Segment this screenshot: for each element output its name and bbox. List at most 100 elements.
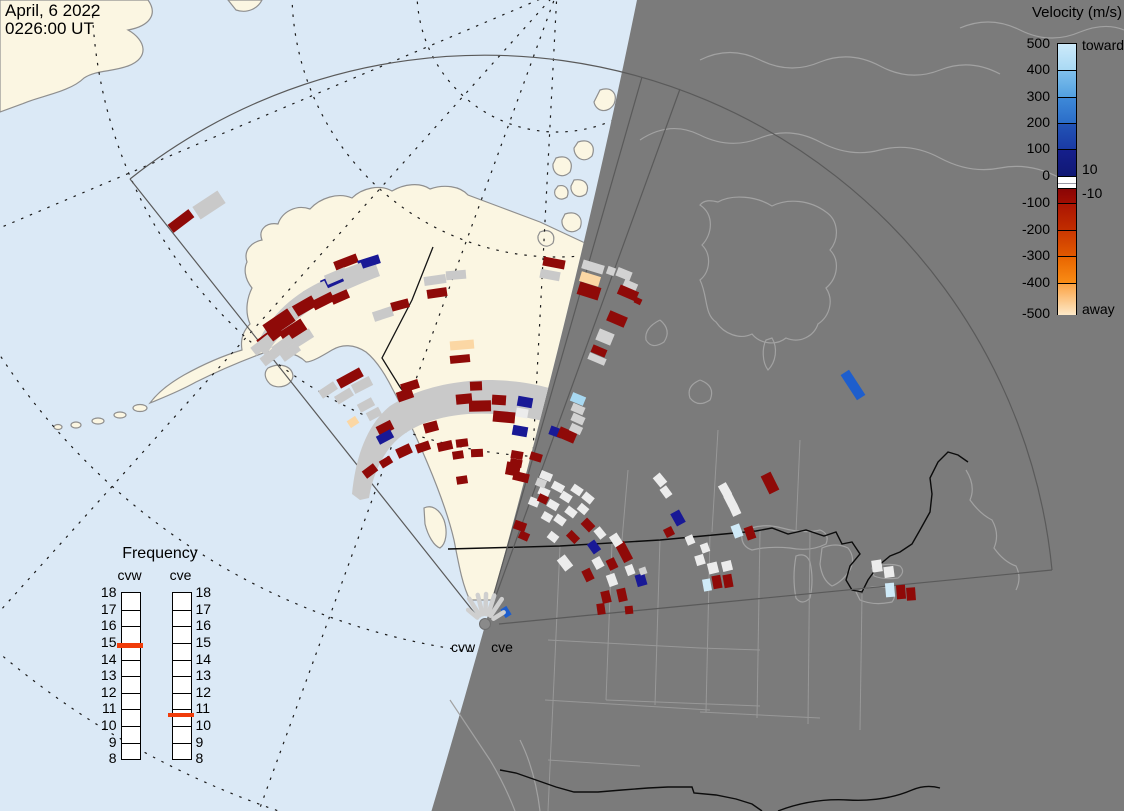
echo-cell xyxy=(449,339,475,351)
frequency-tick-label: 18 xyxy=(100,584,117,600)
echo-cell xyxy=(539,268,561,282)
echo-cell xyxy=(414,440,432,454)
echo-cell xyxy=(591,556,605,570)
fov-edge-cvw-right xyxy=(488,76,643,612)
frequency-tick xyxy=(121,676,140,678)
echo-cell xyxy=(455,438,469,448)
james-bay-outline xyxy=(762,337,777,371)
colorbar-segment xyxy=(1058,70,1076,98)
gulf-coast xyxy=(777,785,941,811)
echo-cell xyxy=(310,291,336,311)
echo-cell xyxy=(375,429,395,445)
echo-cell xyxy=(500,605,512,619)
echo-cell xyxy=(581,259,605,275)
us-mexico-border xyxy=(499,769,763,811)
echo-cell xyxy=(468,400,492,412)
radar-streak xyxy=(475,592,485,617)
echo-cell xyxy=(510,449,524,461)
echo-cell xyxy=(378,455,394,469)
echo-cell xyxy=(291,328,315,348)
echo-cell xyxy=(556,426,578,444)
echo-cell xyxy=(581,491,595,505)
echo-cell xyxy=(451,450,465,460)
frequency-tick-label: 15 xyxy=(195,633,212,650)
echo-cell xyxy=(638,566,648,576)
echo-cell xyxy=(390,298,410,312)
echo-cell xyxy=(455,475,469,485)
frequency-tick-label: 8 xyxy=(108,750,117,767)
radar-echo-cells xyxy=(167,190,916,619)
time-label: 0226:00 UT xyxy=(5,19,94,38)
echo-cell xyxy=(346,415,360,429)
colorbar-threshold-label: 10 xyxy=(1082,161,1098,177)
frequency-tick-label: 16 xyxy=(100,617,117,634)
radar-streak xyxy=(483,591,489,617)
state-lines xyxy=(544,429,863,811)
radar-near-range-streaks xyxy=(465,591,506,621)
echo-cell xyxy=(670,509,686,527)
aleutian-island xyxy=(132,403,148,413)
echo-cell xyxy=(711,574,723,590)
echo-cell xyxy=(593,526,607,540)
velocity-colorbar: Velocity (m/s) 500 400 300 200 100 0 -100 -200 -… xyxy=(1000,4,1124,334)
frequency-legend: Frequency cvw 18 17 16 15 14 13 12 11 10 9 8 cve 18 17… xyxy=(85,545,235,775)
echo-cell xyxy=(587,352,607,366)
frequency-tick-label: 16 xyxy=(195,617,212,634)
echo-cell xyxy=(570,402,586,416)
echo-cell xyxy=(350,375,374,395)
colorbar-segment xyxy=(1058,229,1076,257)
lake-superior-outline xyxy=(741,525,828,551)
echo-cell xyxy=(550,480,566,494)
echo-cell xyxy=(624,605,634,615)
arctic-island xyxy=(573,140,594,161)
echo-cell xyxy=(302,280,330,302)
echo-cell xyxy=(624,563,636,577)
echo-cell xyxy=(576,281,602,301)
frequency-tick xyxy=(121,659,140,661)
arctic-island xyxy=(554,185,569,200)
echo-cell xyxy=(590,344,608,358)
echo-cell xyxy=(491,394,507,406)
radar-streak xyxy=(488,596,505,618)
echo-cell xyxy=(395,387,415,403)
echo-cell xyxy=(699,542,711,554)
frequency-value-marker-cvw xyxy=(116,643,143,648)
frequency-tick xyxy=(172,609,191,611)
outlines-night xyxy=(449,21,1124,811)
echo-cell xyxy=(605,557,619,571)
hudson-bay-outline xyxy=(699,196,837,344)
frequency-tick xyxy=(121,726,140,728)
radar-streak xyxy=(465,607,480,620)
echo-cell xyxy=(400,379,420,393)
colorbar-segment xyxy=(1058,203,1076,231)
echo-cell xyxy=(720,559,734,573)
echo-cell xyxy=(621,279,639,293)
echo-cell xyxy=(538,470,554,482)
echo-cell xyxy=(375,419,395,437)
echo-cell xyxy=(614,540,634,564)
echo-cell xyxy=(722,573,734,589)
frequency-column-label: cvw xyxy=(117,567,142,583)
echo-cell xyxy=(586,539,602,555)
echo-cell xyxy=(371,306,395,322)
frequency-value-marker-cve xyxy=(167,712,194,718)
radar-site xyxy=(465,591,506,630)
colorbar-segment xyxy=(1058,282,1076,315)
echo-cell xyxy=(455,393,473,405)
colorbar-segment xyxy=(1058,256,1076,284)
echo-cell xyxy=(422,420,440,434)
aleutian-island xyxy=(91,417,105,425)
arctic-island xyxy=(537,230,555,247)
frequency-tick xyxy=(172,709,191,711)
echo-cell xyxy=(717,482,733,498)
echo-cell xyxy=(323,267,349,285)
colorbar-segment xyxy=(1058,149,1076,177)
frequency-tick-label: 13 xyxy=(195,667,212,684)
frequency-tick xyxy=(172,726,191,728)
frequency-tick-label: 14 xyxy=(100,650,117,667)
kodiak-island xyxy=(264,364,294,388)
echo-cell xyxy=(652,472,668,488)
colorbar-tick-label: -300 xyxy=(1021,247,1050,263)
echo-cell xyxy=(576,502,590,516)
echo-cell xyxy=(659,485,673,499)
